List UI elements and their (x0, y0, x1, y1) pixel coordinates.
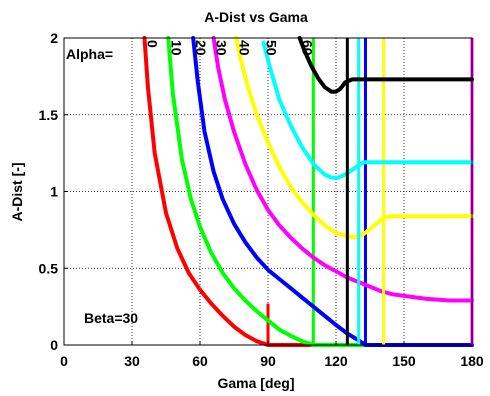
x-tick-label: 180 (460, 353, 484, 369)
beta-annotation: Beta=30 (84, 310, 138, 326)
x-tick-label: 60 (192, 353, 208, 369)
series-curve (166, 36, 474, 347)
alpha-label: 30 (214, 40, 230, 56)
series-curve (234, 36, 474, 240)
x-tick-label: 90 (260, 353, 276, 369)
y-axis-label: A-Dist [-] (9, 162, 25, 221)
x-tick-label: 120 (324, 353, 348, 369)
series-curve (297, 36, 474, 94)
x-tick-label: 0 (60, 353, 68, 369)
series-alpha-50 (261, 38, 474, 345)
alpha-label: 10 (168, 40, 184, 56)
series-curve (211, 36, 474, 303)
alpha-labels: 0 10 20 30 40 50 60 (145, 40, 316, 56)
x-tick-label: 30 (124, 353, 140, 369)
x-axis-label: Gama [deg] (217, 375, 294, 391)
series-alpha-40 (234, 36, 474, 345)
series-group (142, 36, 474, 347)
series-alpha-10 (166, 36, 474, 347)
series-curve (142, 36, 474, 347)
series-alpha-60 (297, 36, 474, 345)
alpha-prefix-annotation: Alpha= (66, 46, 113, 62)
y-tick-label: 1 (50, 184, 58, 200)
y-tick-label: 2 (50, 30, 58, 46)
series-curve (261, 40, 474, 180)
y-tick-label: 0.5 (39, 260, 59, 276)
alpha-label: 40 (236, 40, 252, 56)
y-tick-label: 0 (50, 337, 58, 353)
series-alpha-0 (142, 36, 474, 347)
ticks: 0 30 60 90 120 150 180 0 0.5 1 1.5 2 (39, 30, 484, 369)
alpha-label: 50 (264, 40, 280, 56)
alpha-label: 20 (193, 40, 209, 56)
alpha-label: 0 (145, 40, 161, 48)
grid (64, 38, 472, 345)
chart-title: A-Dist vs Gama (204, 9, 308, 25)
alpha-label: 60 (300, 40, 316, 56)
y-tick-label: 1.5 (39, 107, 59, 123)
x-tick-label: 150 (392, 353, 416, 369)
